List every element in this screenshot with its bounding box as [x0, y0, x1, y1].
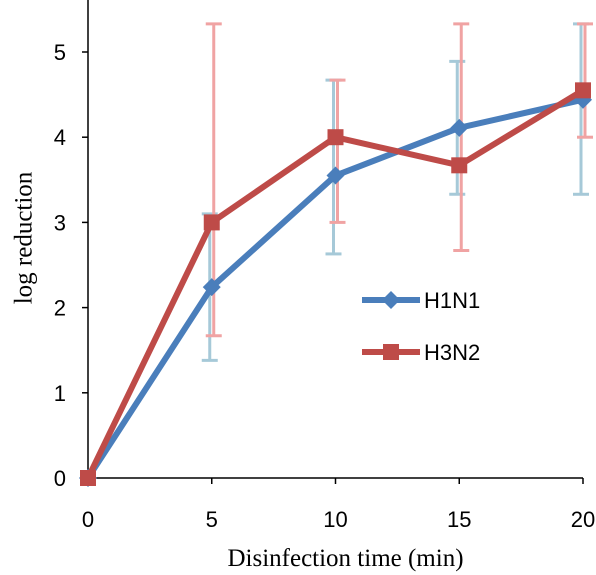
y-tick-label: 0: [54, 466, 66, 491]
y-tick-label: 1: [54, 381, 66, 406]
legend-marker-h1n1: [382, 291, 400, 309]
legend: H1N1 H3N2: [362, 288, 480, 365]
y-axis-title: log reduction: [11, 171, 38, 304]
data-point-h3n2: [203, 214, 220, 231]
series-lines: [85, 87, 585, 480]
data-point-h1n1: [326, 166, 345, 185]
y-tick-label: 4: [54, 125, 66, 150]
data-point-h1n1: [202, 278, 221, 297]
x-tick-label: 20: [571, 507, 595, 532]
series-line-h3n2: [85, 87, 585, 480]
data-point-h3n2: [80, 470, 96, 486]
data-point-h3n2: [327, 129, 344, 146]
legend-label-h1n1: H1N1: [424, 288, 480, 313]
x-tick-label: 0: [82, 507, 94, 532]
x-tick-label: 15: [447, 507, 471, 532]
x-axis-title: Disinfection time (min): [227, 545, 463, 572]
data-point-h3n2: [451, 157, 468, 174]
data-point-h1n1: [450, 118, 469, 137]
y-tick-label: 2: [54, 296, 66, 321]
axes: [82, 0, 584, 484]
legend-marker-h3n2: [383, 344, 399, 360]
y-tick-label: 5: [54, 40, 66, 65]
data-point-h3n2: [575, 82, 591, 99]
legend-label-h3n2: H3N2: [424, 340, 480, 365]
x-tick-label: 10: [323, 507, 347, 532]
series-markers: [79, 82, 592, 487]
y-tick-label: 3: [54, 210, 66, 235]
tick-labels: 0 1 2 3 4 5 0 5 10 15 20: [54, 40, 595, 532]
series-line-h1n1: [85, 96, 584, 480]
x-tick-label: 5: [206, 507, 218, 532]
